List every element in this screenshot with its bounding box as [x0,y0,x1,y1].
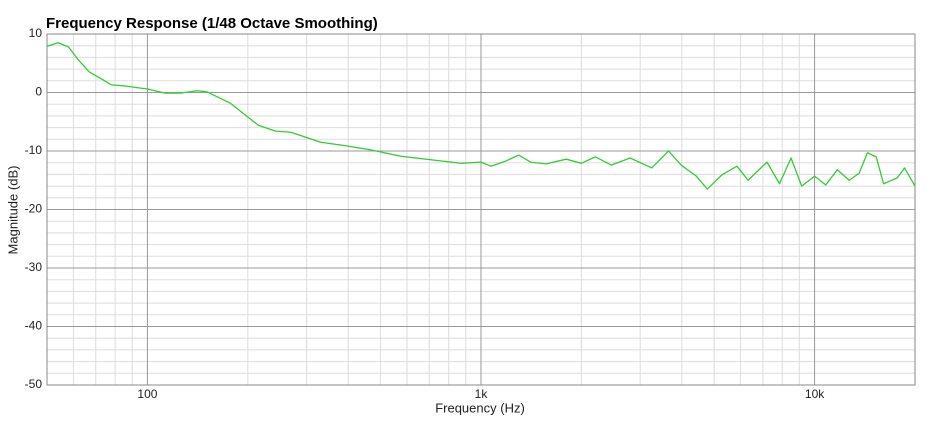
y-tick-label: -40 [25,319,43,333]
x-tick-label: 1k [475,387,489,401]
y-axis-label: Magnitude (dB) [5,166,20,255]
y-tick-label: 10 [29,26,43,40]
chart-title: Frequency Response (1/48 Octave Smoothin… [46,15,378,32]
data-line [46,42,916,190]
x-axis-label: Frequency (Hz) [435,400,525,415]
y-tick-label: -30 [25,260,43,274]
plot-border [46,33,916,386]
y-tick-label: 0 [35,85,42,99]
y-tick-label: -50 [25,377,43,391]
y-tick-label: -10 [25,143,43,157]
x-tick-label: 10k [805,387,825,401]
x-tick-label: 100 [137,387,157,401]
y-tick-label: -20 [25,202,43,216]
